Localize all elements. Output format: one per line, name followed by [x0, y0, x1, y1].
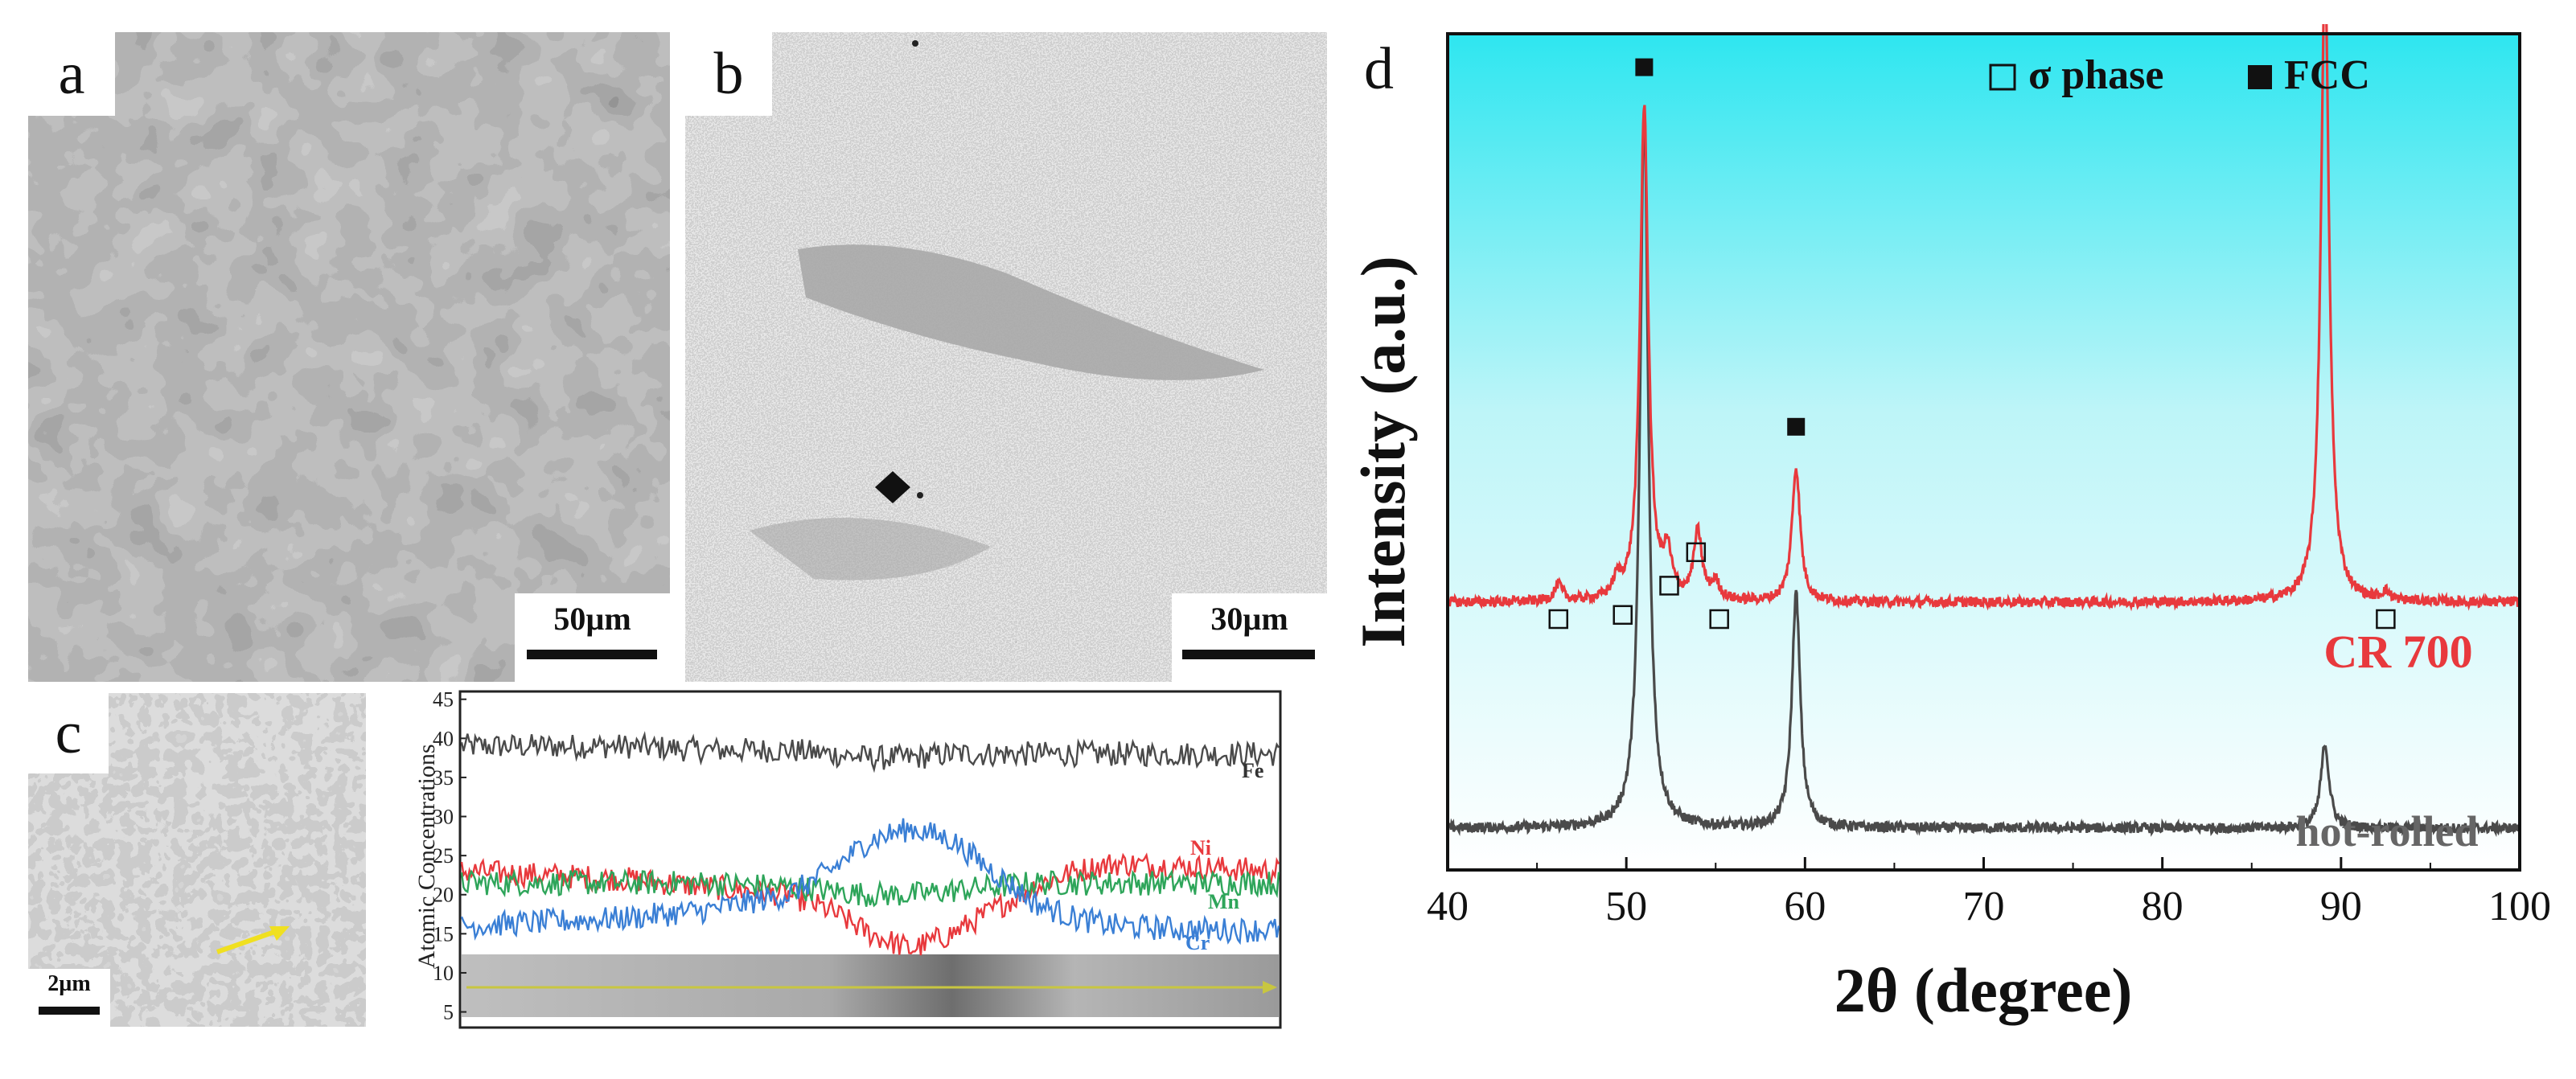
line-scan-strip	[462, 954, 1279, 1017]
series-label-cr700: CR 700	[2323, 626, 2472, 678]
panel-c-scale-box	[28, 969, 110, 1027]
panel-b-scale-box	[1172, 593, 1327, 682]
sigma-phase-marker	[2376, 609, 2396, 630]
panel-d-label: d	[1364, 36, 1394, 102]
legend-sigma-marker	[1989, 64, 2016, 91]
xrd-series-hot-rolled	[1446, 109, 2521, 838]
line-scan-ytick-label: 10	[433, 962, 454, 985]
line-scan-ylabel: Atomic Concentrations	[413, 744, 440, 968]
fcc-marker	[1787, 417, 1806, 436]
xrd-series-cr700	[1446, 24, 2521, 612]
xrd-xtick-label: 70	[1963, 884, 2005, 929]
panel-b-smooth-region	[798, 244, 1264, 380]
xrd-xtick-label: 100	[2488, 884, 2551, 929]
xrd-xtick-label: 50	[1605, 884, 1647, 929]
series-label-fe: Fe	[1242, 759, 1263, 782]
panel-b-label: b	[685, 32, 772, 116]
panel-a-scale-bar	[527, 650, 657, 659]
panel-b-pore	[875, 471, 910, 503]
panel-c-scale-text: 2µm	[47, 971, 91, 996]
panel-c-scan-arrowhead	[269, 926, 290, 941]
line-scan-ytick-label: 40	[433, 727, 454, 750]
xrd-xtick-label: 40	[1427, 884, 1469, 929]
fcc-marker	[1635, 58, 1654, 76]
xrd-plot-background	[1448, 34, 2520, 870]
sigma-phase-marker	[1709, 609, 1729, 630]
series-label-cr: Cr	[1185, 931, 1210, 954]
panel-b-micrograph	[685, 32, 1327, 682]
legend-fcc-marker	[2248, 65, 2272, 89]
line-scan-series-ni	[460, 852, 1280, 956]
panel-a-scale-box	[515, 593, 670, 682]
line-scan-series-mn	[460, 868, 1280, 908]
series-label-ni: Ni	[1190, 836, 1211, 860]
line-scan-ytick-label: 5	[443, 1001, 454, 1024]
panel-a-label: a	[28, 32, 115, 116]
line-scan-ytick-label: 15	[433, 922, 454, 946]
line-scan-ytick-label: 20	[433, 884, 454, 907]
panel-b-scale-bar	[1182, 650, 1315, 659]
line-scan-series-cr	[460, 818, 1280, 946]
sigma-phase-marker	[1548, 609, 1568, 630]
line-scan-ytick-label: 30	[433, 806, 454, 829]
legend-fcc-label: FCC	[2284, 52, 2370, 98]
sigma-phase-marker	[1686, 542, 1707, 563]
series-label-hot-rolled: hot-rolled	[2296, 807, 2479, 855]
xrd-xlabel: 2θ (degree)	[1834, 955, 2133, 1025]
legend-sigma-label: σ phase	[2028, 52, 2163, 98]
panel-b-smooth-region-2	[750, 518, 991, 581]
xrd-xtick-label: 60	[1784, 884, 1826, 929]
panel-c-scan-arrow	[216, 927, 282, 954]
xrd-ylabel: Intensity (a.u.)	[1348, 256, 1418, 648]
panel-a-micrograph	[28, 32, 670, 682]
sigma-phase-marker	[1613, 605, 1633, 626]
line-scan-series-fe	[460, 731, 1280, 773]
panel-a-scale-text: 50µm	[553, 601, 631, 637]
panel-c-label: c	[28, 693, 109, 773]
line-scan-ytick-label: 35	[433, 766, 454, 790]
sigma-phase-marker	[1659, 576, 1679, 596]
line-scan-ytick-label: 45	[433, 688, 454, 712]
line-scan-ytick-label: 25	[433, 844, 454, 868]
xrd-chart: d 40 50 60 70 80 90 100 2θ (degree) Intensity …	[1348, 24, 2551, 1025]
series-label-mn: Mn	[1208, 890, 1240, 913]
panel-c-scale-bar	[39, 1007, 100, 1015]
panel-b-scale-text: 30µm	[1210, 601, 1288, 637]
xrd-xtick-label: 80	[2142, 884, 2184, 929]
xrd-xtick-label: 90	[2320, 884, 2362, 929]
